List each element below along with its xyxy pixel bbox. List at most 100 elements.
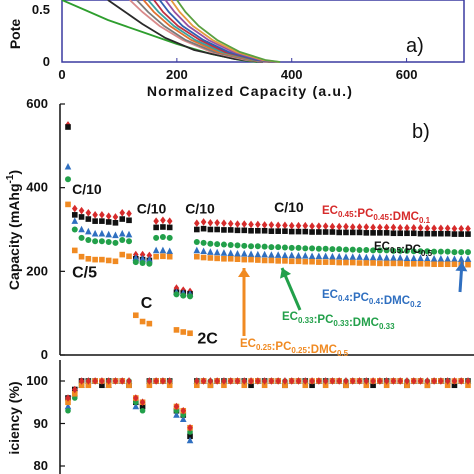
panel-c-series-3-point-2 (71, 395, 78, 401)
panel-b-series-4-point-1 (65, 176, 71, 183)
panel-b-series-4-point-12 (139, 259, 146, 266)
panel-b-series-2-point-24 (221, 227, 227, 233)
panel-c-series-5-point-12 (139, 398, 146, 407)
panel-c-series-5-point-32 (275, 377, 281, 385)
panel-b-series-5-point-38 (316, 259, 322, 265)
panel-b-series-2-point-32 (275, 228, 281, 234)
panel-c-series-5-point-30 (261, 377, 268, 385)
panel-c-series-5-point-47 (377, 377, 383, 385)
panel-c-series-5-point-3 (78, 377, 85, 385)
panel-b-series-4-point-34 (288, 244, 295, 251)
panel-b-series-4-point-56 (437, 248, 444, 255)
panel-b-series-4-point-29 (254, 243, 261, 250)
panel-b-series-4-point-28 (248, 243, 255, 250)
panel-b-series-1-point-44 (356, 223, 363, 231)
panel-b-series-3-point-56 (437, 254, 445, 262)
panel-b-series-3-point-46 (369, 253, 377, 261)
panel-b-series-4-point-14 (153, 234, 160, 241)
panel-b-series-5-point-29 (255, 257, 261, 263)
panel-c-series-5-point-45 (363, 377, 370, 385)
panel-b-series-5-point-53 (417, 261, 424, 267)
panel-b-series-3-point-35 (295, 252, 302, 259)
panel-b-series-5-point-37 (309, 258, 315, 265)
panel-b-series-4-point-53 (417, 248, 424, 255)
panel-b-series-5-point-47 (377, 260, 383, 267)
panel-c-series-5-point-19 (187, 423, 193, 432)
panel-b-series-2-point-40 (329, 229, 336, 235)
panel-b-series-1-point-46 (370, 223, 376, 232)
panel-b-series-1-point-14 (153, 217, 159, 225)
panel-c-series-5-point-2 (71, 385, 78, 394)
panel-c-series-5-point-55 (431, 377, 437, 385)
panel-b-series-5-point-31 (268, 257, 275, 264)
panel-b-series-5-point-51 (404, 261, 410, 267)
panel-c-series-5-point-33 (282, 377, 288, 385)
panel-c-series-5-point-39 (322, 377, 329, 385)
panel-b-arrow-head-1 (455, 262, 468, 272)
panel-c-series-5-point-29 (255, 377, 261, 385)
panel-b-series-5-point-9 (119, 251, 126, 258)
panel-b-series-4-point-48 (383, 247, 390, 254)
panel-b-series-label-1: EC0.45:PC0.45:DMC0.1 (322, 205, 431, 225)
panel-a-x-tick-1: 200 (166, 67, 188, 82)
panel-a-curve-2 (107, 0, 264, 63)
panel-b-series-2-point-53 (417, 230, 424, 237)
panel-b-series-3-point-49 (390, 254, 397, 261)
panel-b-series-1-point-16 (166, 217, 173, 225)
panel-b-series-2-point-31 (268, 228, 275, 234)
panel-c-series-1-point-58 (451, 382, 458, 389)
panel-b-series-5-point-58 (451, 261, 458, 268)
panel-b-series-1-point-26 (234, 220, 241, 228)
panel-b-series-5-point-52 (410, 261, 417, 267)
panel-a-y-tick-1: 0.5 (32, 2, 50, 17)
panel-b-series-2-point-57 (444, 230, 451, 237)
panel-b-series-3-point-41 (335, 252, 343, 260)
panel-b-series-2-point-46 (370, 230, 376, 236)
panel-c-series-4-point-1 (65, 399, 71, 406)
panel-b-series-3-point-31 (268, 251, 275, 258)
panel-b-series-2-point-51 (404, 230, 410, 237)
panel-b-series-2-point-35 (295, 228, 302, 235)
panel-b-series-3-point-15 (159, 246, 167, 254)
panel-b-series-5-point-33 (282, 258, 288, 264)
panel-b-rate-label-7: C/10 (274, 199, 304, 215)
panel-b-label: b) (412, 121, 430, 143)
panel-b-series-2-point-22 (207, 226, 214, 233)
panel-b-series-2-point-54 (424, 230, 431, 237)
panel-b-series-5-point-4 (85, 255, 92, 262)
panel-b-series-3-point-2 (71, 217, 79, 224)
panel-b-series-3-point-42 (342, 253, 350, 260)
panel-c-series-1-point-19 (187, 433, 193, 440)
panel-b-rate-label-3: C/5 (72, 265, 97, 282)
panel-b-series-2-point-38 (316, 229, 322, 235)
panel-b-series-3-point-58 (451, 255, 458, 263)
panel-b-rate-label-1: C/10 (72, 181, 102, 197)
panel-b-series-4-point-39 (322, 245, 329, 252)
panel-b-series-2-point-52 (410, 230, 417, 237)
panel-b-series-3-point-37 (308, 252, 316, 260)
panel-b-series-label-5: EC0.25:PC0.25:DMC0.5 (240, 338, 349, 358)
panel-c-series-2-point-18 (179, 415, 187, 423)
panel-b-series-5-point-44 (356, 260, 363, 266)
panel-b-series-3-point-45 (363, 253, 370, 261)
panel-b-series-2-point-47 (377, 230, 383, 236)
panel-b-series-label-2: EC0.5:PC0.5 (374, 241, 433, 258)
panel-c-series-5-point-59 (458, 377, 465, 385)
panel-c-series-2-point-11 (132, 402, 140, 410)
panel-b-series-4-point-15 (159, 234, 166, 241)
panel-b-series-4-point-10 (126, 238, 133, 245)
panel-b-series-3-point-20 (193, 246, 201, 254)
panel-c-series-5-point-43 (349, 377, 356, 385)
panel-b-series-2-point-25 (227, 227, 234, 233)
panel-c-series-3-point-12 (139, 407, 146, 414)
panel-b-series-3-point-44 (356, 253, 363, 260)
panel-b-series-2-point-41 (336, 229, 342, 236)
panel-b-series-2-point-43 (349, 229, 356, 236)
panel-c-series-4-point-7 (105, 382, 112, 389)
panel-c-series-5-point-9 (119, 377, 126, 385)
panel-b-series-4-point-5 (92, 238, 99, 245)
panel-c-series-5-point-57 (444, 377, 451, 385)
panel-b-series-4-point-45 (363, 246, 370, 253)
panel-b-y-axis-label: Capacity (mAhg-1) (5, 170, 22, 290)
panel-a-curve-11 (176, 0, 281, 63)
